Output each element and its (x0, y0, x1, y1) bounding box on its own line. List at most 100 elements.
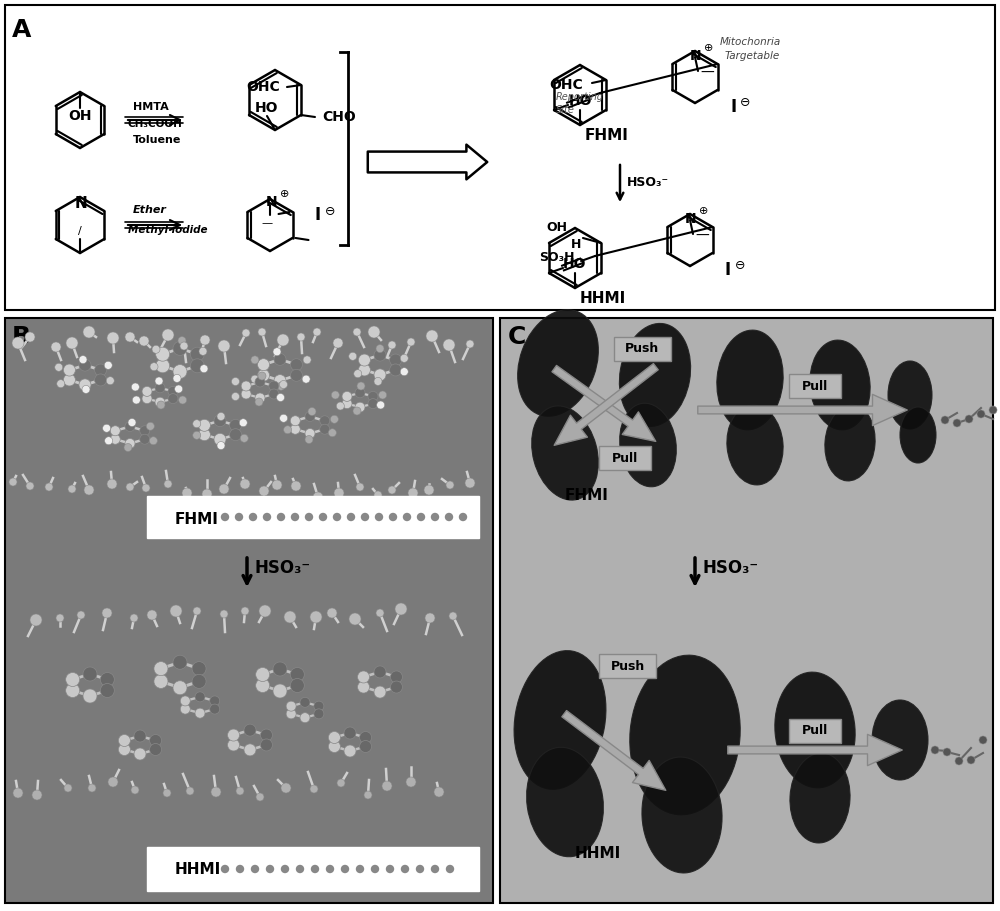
FancyBboxPatch shape (5, 5, 995, 310)
Circle shape (258, 372, 266, 380)
Circle shape (147, 610, 157, 620)
Circle shape (244, 744, 256, 756)
Circle shape (217, 442, 225, 449)
Circle shape (118, 734, 130, 746)
Circle shape (312, 865, 318, 873)
Circle shape (240, 435, 248, 442)
Circle shape (328, 429, 336, 436)
Circle shape (266, 865, 274, 873)
Circle shape (286, 709, 296, 719)
Circle shape (291, 481, 301, 491)
Circle shape (306, 514, 312, 520)
Circle shape (342, 865, 349, 873)
Circle shape (465, 478, 475, 488)
Circle shape (150, 363, 158, 371)
Circle shape (64, 784, 72, 792)
Circle shape (45, 483, 53, 491)
Text: HHMI: HHMI (580, 291, 626, 306)
Circle shape (128, 418, 136, 426)
Ellipse shape (620, 404, 676, 486)
Circle shape (259, 605, 271, 617)
Circle shape (25, 332, 35, 342)
Circle shape (193, 420, 201, 428)
Text: Site: Site (556, 105, 575, 115)
Circle shape (355, 402, 365, 412)
Circle shape (374, 369, 386, 381)
Circle shape (163, 789, 171, 797)
Circle shape (290, 668, 304, 681)
Circle shape (446, 865, 454, 873)
Text: ⊖: ⊖ (740, 96, 750, 109)
Circle shape (360, 732, 372, 743)
Circle shape (77, 611, 85, 619)
Circle shape (374, 349, 386, 361)
Circle shape (30, 614, 42, 626)
Ellipse shape (619, 323, 691, 426)
Ellipse shape (900, 407, 936, 463)
Circle shape (310, 611, 322, 623)
Circle shape (277, 383, 285, 390)
Text: N: N (690, 49, 702, 63)
Circle shape (222, 514, 228, 520)
Circle shape (240, 479, 250, 489)
Circle shape (256, 668, 270, 681)
Circle shape (434, 787, 444, 797)
Circle shape (390, 671, 402, 683)
Ellipse shape (717, 330, 783, 430)
Circle shape (239, 419, 247, 426)
Circle shape (256, 793, 264, 801)
Text: CH₃COOH: CH₃COOH (128, 119, 183, 129)
Circle shape (230, 429, 242, 441)
Ellipse shape (527, 747, 603, 856)
Circle shape (110, 435, 120, 445)
Circle shape (425, 613, 435, 623)
Circle shape (195, 708, 205, 718)
Circle shape (173, 364, 187, 379)
Circle shape (386, 865, 394, 873)
Circle shape (107, 332, 119, 344)
Circle shape (157, 401, 165, 409)
FancyBboxPatch shape (599, 446, 651, 470)
Text: ⊖: ⊖ (735, 259, 746, 272)
Ellipse shape (825, 405, 875, 481)
Text: OH: OH (546, 221, 567, 234)
Text: Pull: Pull (612, 452, 638, 465)
Text: B: B (12, 325, 31, 349)
Circle shape (292, 514, 298, 520)
Circle shape (175, 385, 183, 393)
Ellipse shape (872, 700, 928, 780)
Circle shape (88, 784, 96, 792)
Text: Mitochonria: Mitochonria (720, 37, 781, 47)
Circle shape (358, 671, 370, 683)
Circle shape (210, 704, 220, 714)
Circle shape (943, 748, 951, 756)
Circle shape (296, 865, 304, 873)
Text: I: I (725, 261, 731, 279)
Circle shape (155, 397, 165, 407)
Ellipse shape (888, 361, 932, 429)
Circle shape (173, 374, 181, 383)
Circle shape (230, 419, 242, 431)
Text: ⊖: ⊖ (325, 205, 336, 218)
Circle shape (466, 340, 474, 348)
Circle shape (290, 415, 300, 425)
Circle shape (131, 383, 139, 391)
Circle shape (349, 353, 357, 360)
Circle shape (255, 398, 263, 406)
Text: ⊕: ⊕ (280, 189, 289, 199)
Circle shape (179, 396, 187, 404)
Text: Push: Push (625, 343, 660, 355)
Circle shape (228, 729, 240, 741)
Circle shape (255, 377, 265, 387)
Circle shape (314, 709, 324, 719)
Text: Pull: Pull (802, 380, 828, 393)
Circle shape (280, 415, 288, 423)
Circle shape (305, 428, 315, 438)
Circle shape (255, 393, 265, 403)
Text: —: — (700, 66, 714, 80)
Ellipse shape (790, 753, 850, 843)
Circle shape (192, 661, 206, 676)
Circle shape (404, 514, 411, 520)
Circle shape (274, 353, 286, 365)
Circle shape (79, 359, 91, 371)
